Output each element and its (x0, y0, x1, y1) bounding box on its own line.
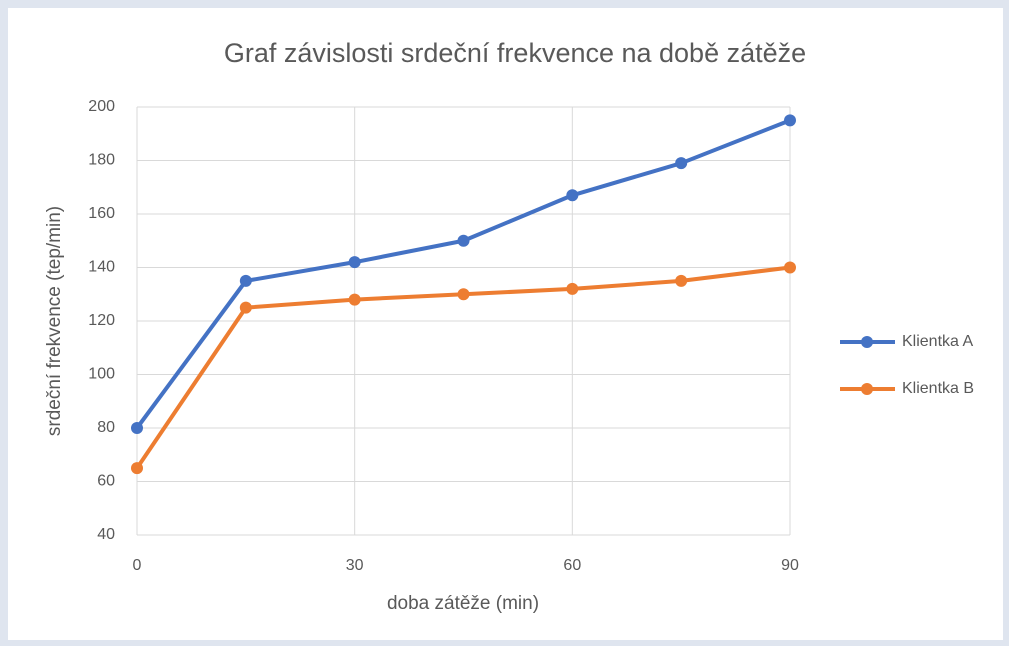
y-tick-label: 60 (97, 473, 115, 490)
x-tick-label: 60 (563, 557, 581, 574)
y-tick-label: 140 (88, 259, 115, 276)
x-axis-label: doba zátěže (min) (387, 593, 539, 614)
y-tick-label: 80 (97, 419, 115, 436)
data-point (131, 422, 143, 434)
data-point (457, 234, 470, 247)
chart-area (8, 8, 1003, 640)
legend-marker (861, 336, 873, 348)
y-axis-label: srdeční frekvence (tep/min) (44, 206, 65, 436)
y-tick-label: 120 (88, 312, 115, 329)
data-point (239, 301, 252, 314)
x-tick-label: 90 (781, 557, 799, 574)
y-tick-label: 160 (88, 205, 115, 222)
data-point (566, 282, 579, 295)
data-point (348, 293, 361, 306)
data-point (675, 157, 688, 170)
data-point (784, 261, 796, 274)
y-tick-label: 100 (88, 366, 115, 383)
data-point (348, 256, 361, 269)
x-tick-label: 30 (346, 557, 364, 574)
y-tick-label: 40 (97, 526, 115, 543)
legend-label: Klientka A (902, 333, 973, 350)
chart-title: Graf závislosti srdeční frekvence na dob… (224, 38, 806, 68)
x-tick-label: 0 (133, 557, 142, 574)
data-point (131, 462, 143, 475)
data-point (675, 274, 688, 287)
data-point (566, 189, 579, 202)
legend-marker (861, 383, 873, 395)
data-point (457, 288, 470, 301)
y-tick-label: 180 (88, 152, 115, 169)
data-point (239, 274, 252, 287)
legend-label: Klientka B (902, 380, 974, 397)
data-point (784, 114, 796, 127)
y-tick-label: 200 (88, 98, 115, 115)
